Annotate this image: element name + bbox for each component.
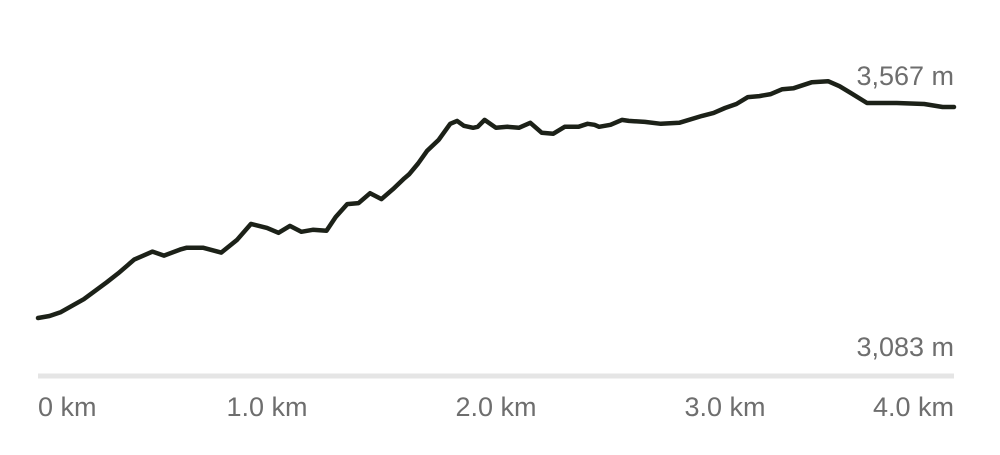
elevation-line (35, 78, 957, 321)
max-elevation-label: 3,567 m (856, 61, 954, 91)
x-tick-label: 0 km (38, 392, 97, 422)
x-axis-tick-labels: 0 km 1.0 km 2.0 km 3.0 km 4.0 km (38, 392, 954, 422)
x-tick-label: 1.0 km (226, 392, 307, 422)
x-tick-label: 2.0 km (455, 392, 536, 422)
x-tick-label: 3.0 km (684, 392, 765, 422)
x-tick-label: 4.0 km (873, 392, 954, 422)
min-elevation-label: 3,083 m (856, 332, 954, 362)
